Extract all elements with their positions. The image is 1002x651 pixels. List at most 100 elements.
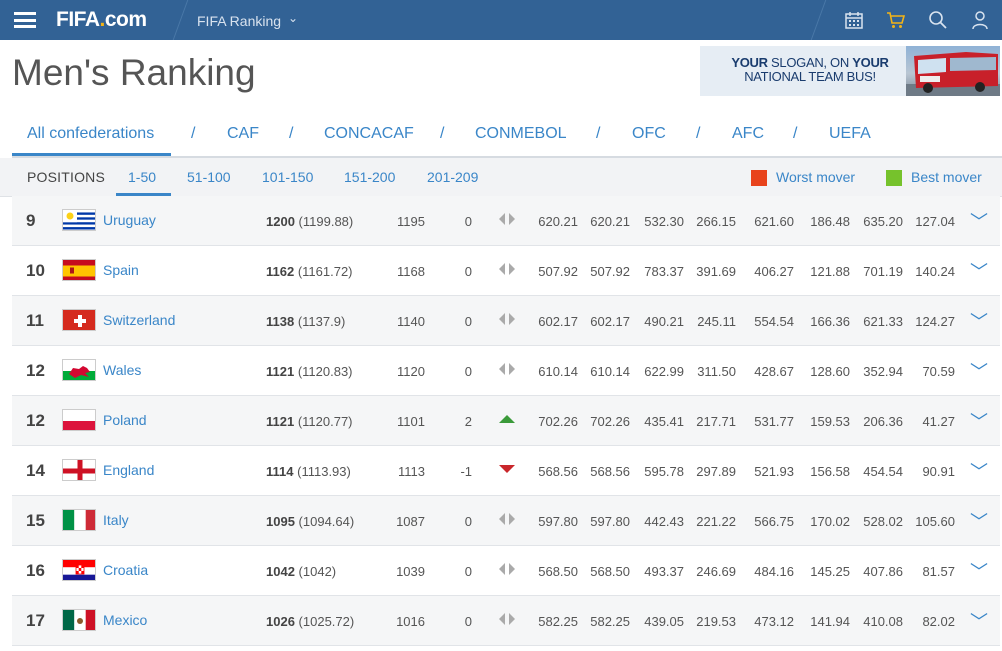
col-c5: 484.16 — [754, 564, 794, 579]
positions-bar: POSITIONS 1-50 51-100 101-150 151-200 20… — [0, 158, 1002, 197]
table-row[interactable]: 15 Italy 1095 (1094.64) 1087 0 597.80 597.80 44… — [12, 496, 1000, 546]
col-c7: 352.94 — [863, 364, 903, 379]
expand-row-chevron-icon[interactable]: ﹀ — [970, 362, 988, 382]
tab-uefa[interactable]: UEFA — [829, 125, 871, 142]
col-c1: 568.50 — [538, 564, 578, 579]
col-c1: 582.25 — [538, 614, 578, 629]
table-row[interactable]: 10 Spain 1162 (1161.72) 1168 0 507.92 507.92 78… — [12, 246, 1000, 296]
expand-row-chevron-icon[interactable]: ﹀ — [970, 212, 988, 232]
col-c8: 81.57 — [922, 564, 955, 579]
section-dropdown[interactable]: FIFA Ranking — [197, 13, 282, 29]
tab-separator: / — [696, 125, 701, 142]
position-range-201-209[interactable]: 201-209 — [427, 169, 479, 185]
best-mover-swatch — [886, 170, 902, 186]
cart-icon[interactable] — [886, 10, 906, 30]
worst-mover-label[interactable]: Worst mover — [776, 169, 856, 185]
col-c1: 597.80 — [538, 514, 578, 529]
fifa-logo[interactable]: FIFA.com — [56, 8, 147, 31]
tab-separator: / — [191, 125, 196, 142]
divider — [172, 0, 189, 40]
country-link[interactable]: Poland — [103, 412, 147, 428]
chevron-down-icon[interactable]: ⌄ — [288, 11, 299, 25]
expand-row-chevron-icon[interactable]: ﹀ — [970, 512, 988, 532]
tab-afc[interactable]: AFC — [732, 125, 764, 142]
expand-row-chevron-icon[interactable]: ﹀ — [970, 562, 988, 582]
tab-all-confederations[interactable]: All confederations — [27, 125, 155, 142]
col-c6: 186.48 — [810, 214, 850, 229]
expand-row-chevron-icon[interactable]: ﹀ — [970, 462, 988, 482]
col-c5: 531.77 — [754, 414, 794, 429]
expand-row-chevron-icon[interactable]: ﹀ — [970, 262, 988, 282]
table-row[interactable]: 16 Croatia 1042 (1042) 1039 0 568.50 568.50 493… — [12, 546, 1000, 596]
country-link[interactable]: Croatia — [103, 562, 149, 578]
col-prev: 1168 — [397, 264, 425, 279]
table-row[interactable]: 17 Mexico 1026 (1025.72) 1016 0 582.25 582.25 4… — [12, 596, 1000, 646]
position-range-101-150[interactable]: 101-150 — [262, 169, 314, 185]
country-link[interactable]: Spain — [103, 262, 139, 278]
col-c2: 597.80 — [590, 514, 630, 529]
position-range-1-50[interactable]: 1-50 — [128, 169, 157, 185]
calendar-icon[interactable] — [844, 10, 864, 30]
table-row[interactable]: 12 Wales 1121 (1120.83) 1120 0 610.14 610.14 62… — [12, 346, 1000, 396]
col-c8: 41.27 — [922, 414, 955, 429]
col-c2: 582.25 — [590, 614, 630, 629]
expand-row-chevron-icon[interactable]: ﹀ — [970, 412, 988, 432]
col-c3: 442.43 — [644, 514, 684, 529]
col-c8: 127.04 — [915, 214, 955, 229]
col-c1: 702.26 — [538, 414, 578, 429]
col-c8: 90.91 — [922, 464, 955, 479]
tab-separator: / — [289, 125, 294, 142]
col-c6: 121.88 — [810, 264, 850, 279]
table-row[interactable]: 11 Switzerland 1138 (1137.9) 1140 0 602.17 602… — [12, 296, 1000, 346]
country-link[interactable]: Uruguay — [103, 212, 156, 228]
col-prev: 1140 — [397, 314, 425, 329]
best-mover-label[interactable]: Best mover — [911, 169, 982, 185]
search-icon[interactable] — [928, 10, 948, 30]
col-c7: 407.86 — [863, 564, 903, 579]
col-c2: 507.92 — [590, 264, 630, 279]
table-row[interactable]: 12 Poland 1121 (1120.77) 1101 2 702.26 702.26 4… — [12, 396, 1000, 446]
col-c5: 554.54 — [754, 314, 794, 329]
col-c4: 217.71 — [696, 414, 736, 429]
position-range-51-100[interactable]: 51-100 — [187, 169, 231, 185]
position-range-151-200[interactable]: 151-200 — [344, 169, 396, 185]
col-c1: 610.14 — [538, 364, 578, 379]
col-c7: 206.36 — [863, 414, 903, 429]
menu-icon[interactable] — [14, 12, 36, 28]
col-c4: 245.11 — [697, 314, 736, 329]
tab-concacaf[interactable]: CONCACAF — [324, 125, 414, 142]
col-c3: 493.37 — [644, 564, 684, 579]
rank: 10 — [26, 261, 45, 280]
flag-mexico — [62, 609, 96, 631]
tab-separator: / — [793, 125, 798, 142]
col-c2: 568.56 — [590, 464, 630, 479]
tab-caf[interactable]: CAF — [227, 125, 259, 142]
col-c8: 105.60 — [915, 514, 955, 529]
col-c5: 521.93 — [754, 464, 794, 479]
tab-ofc[interactable]: OFC — [632, 125, 666, 142]
advertisement-banner[interactable]: YOUR SLOGAN, ON YOUR NATIONAL TEAM BUS! — [700, 46, 1000, 96]
total-points: 1095 (1094.64) — [266, 514, 355, 529]
expand-row-chevron-icon[interactable]: ﹀ — [970, 612, 988, 632]
ad-slogan: YOUR SLOGAN, ON YOUR NATIONAL TEAM BUS! — [731, 55, 889, 84]
col-c2: 568.50 — [590, 564, 630, 579]
tab-conmebol[interactable]: CONMEBOL — [475, 125, 567, 142]
country-link[interactable]: Wales — [103, 362, 142, 378]
flag-croatia — [62, 559, 96, 581]
flag-spain — [62, 259, 96, 281]
flag-wales — [62, 359, 96, 381]
table-row[interactable]: 14 England 1114 (1113.93) 1113 -1 568.56 568.5… — [12, 446, 1000, 496]
user-icon[interactable] — [970, 10, 990, 30]
country-link[interactable]: Switzerland — [103, 312, 176, 328]
col-prev: 1120 — [397, 364, 425, 379]
table-row[interactable]: 9 Uruguay 1200 (1199.88) 1195 0 620.21 620.21 5… — [12, 196, 1000, 246]
country-link[interactable]: England — [103, 462, 155, 478]
country-link[interactable]: Mexico — [103, 612, 148, 628]
expand-row-chevron-icon[interactable]: ﹀ — [970, 312, 988, 332]
total-points: 1138 (1137.9) — [266, 314, 346, 329]
col-c3: 622.99 — [644, 364, 684, 379]
country-link[interactable]: Italy — [103, 512, 129, 528]
col-prev: 1101 — [397, 414, 425, 429]
flag-england — [62, 459, 96, 481]
col-prev: 1087 — [396, 514, 425, 529]
